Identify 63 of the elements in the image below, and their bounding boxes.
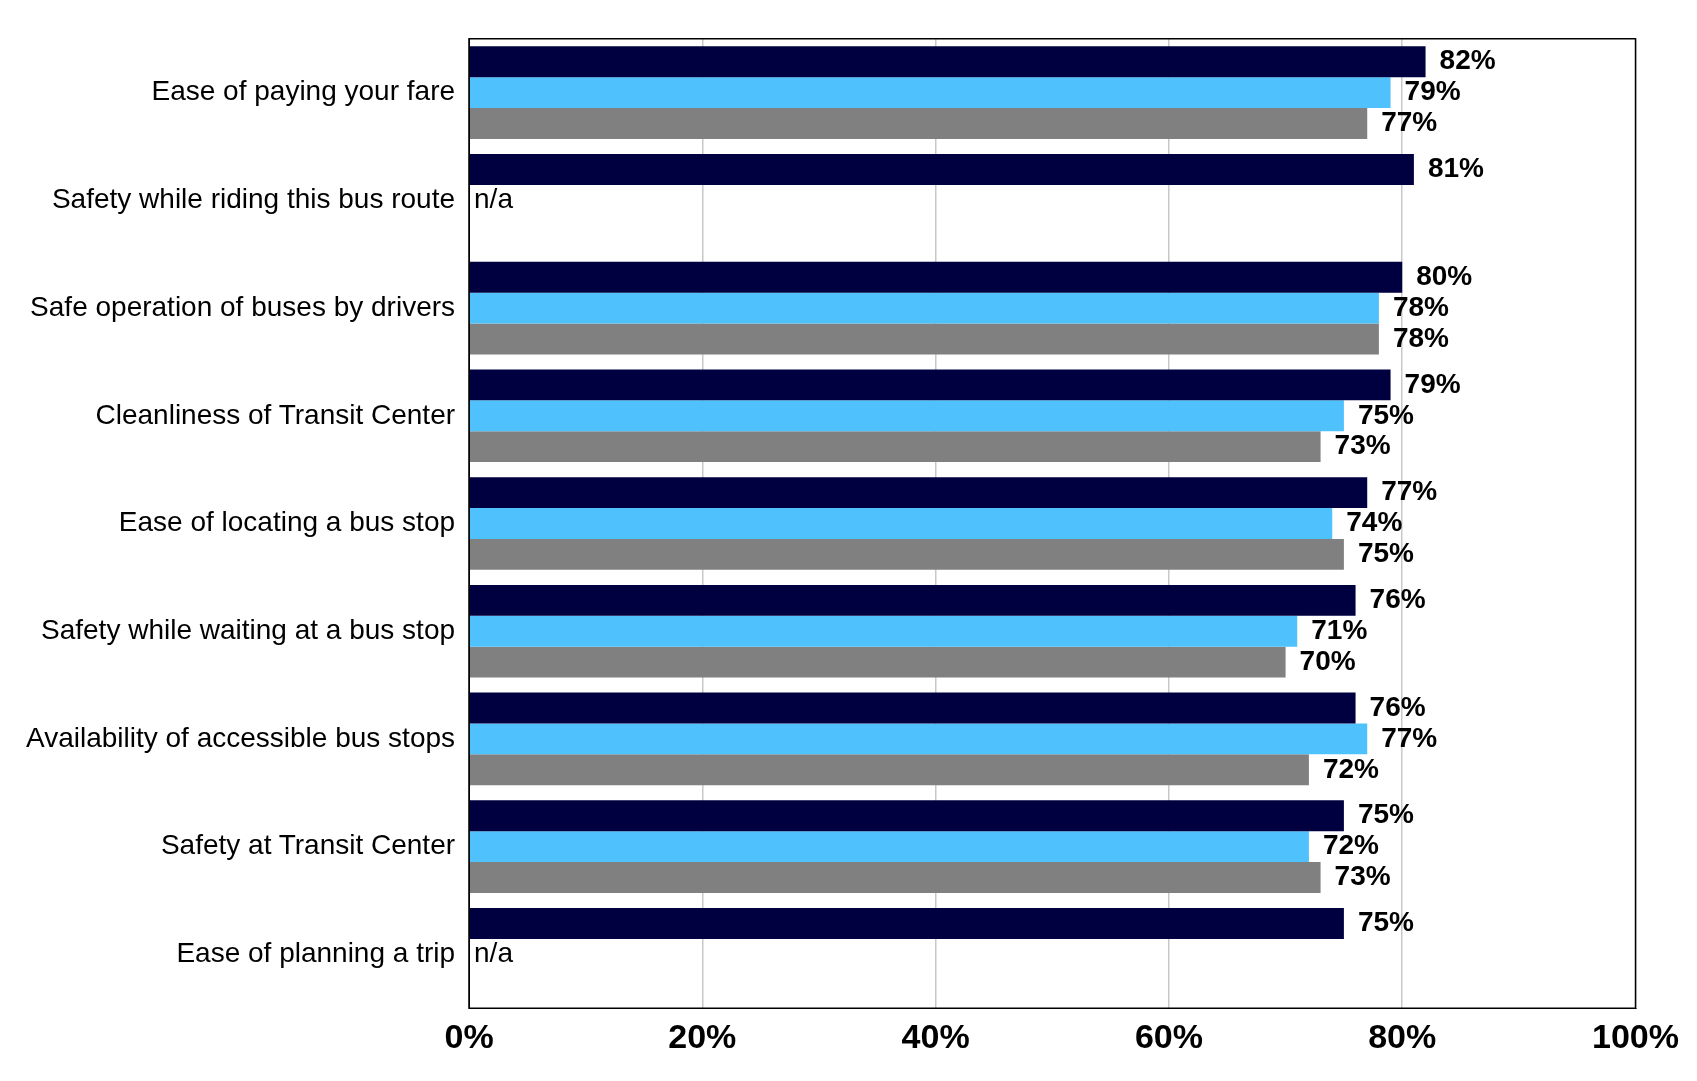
- bar: [469, 862, 1321, 893]
- y-tick-label: Safe operation of buses by drivers: [30, 290, 456, 322]
- bar: [469, 292, 1379, 324]
- data-label: 75%: [1357, 537, 1415, 569]
- bar: [469, 908, 1344, 939]
- y-tick-label: Ease of planning a trip: [176, 937, 456, 969]
- bar: [469, 538, 1344, 570]
- bar: [469, 800, 1344, 832]
- bar: [469, 108, 1368, 139]
- data-label: 79%: [1404, 75, 1461, 107]
- data-label: 73%: [1334, 429, 1391, 461]
- text: n/a: [474, 937, 513, 969]
- data-label: 81%: [1427, 152, 1485, 184]
- data-label: 72%: [1322, 752, 1380, 784]
- data-label: 76%: [1369, 690, 1426, 722]
- text: n/a: [474, 183, 513, 215]
- data-label: 74%: [1346, 506, 1403, 538]
- x-tick-label: 20%: [668, 1016, 737, 1055]
- data-label: 77%: [1381, 106, 1438, 138]
- bar: [469, 323, 1379, 355]
- x-tick-label: 0%: [444, 1016, 494, 1055]
- data-label: 77%: [1381, 475, 1438, 507]
- data-label: 80%: [1416, 259, 1473, 291]
- y-tick-label: Safety while riding this bus route: [51, 183, 456, 215]
- x-tick-label: 40%: [901, 1016, 970, 1055]
- y-tick-label: Cleanliness of Transit Center: [95, 398, 456, 430]
- x-tick-label: 80%: [1368, 1016, 1437, 1055]
- bar: [469, 77, 1391, 109]
- bar: [469, 261, 1403, 293]
- y-tick-label: Availability of accessible bus stops: [25, 721, 456, 753]
- data-label: 75%: [1357, 798, 1415, 830]
- bar: [469, 46, 1426, 78]
- data-label: 78%: [1392, 321, 1450, 353]
- y-tick-label: Ease of locating a bus stop: [118, 506, 456, 538]
- bar: [469, 723, 1368, 755]
- data-label: 73%: [1334, 860, 1391, 892]
- data-label: 75%: [1357, 398, 1415, 430]
- bar: [469, 831, 1309, 863]
- y-tick-label: Safety while waiting at a bus stop: [41, 613, 456, 645]
- data-label: 77%: [1381, 721, 1438, 753]
- data-label: 78%: [1392, 290, 1450, 322]
- data-label: 70%: [1299, 644, 1356, 676]
- bar: [469, 615, 1298, 647]
- bar: [469, 154, 1414, 185]
- data-label: 75%: [1357, 906, 1415, 938]
- bar: [469, 754, 1309, 786]
- bar: [469, 431, 1321, 463]
- bar: [469, 646, 1286, 678]
- bar: [469, 477, 1368, 509]
- bar: [469, 692, 1356, 724]
- x-tick-label: 100%: [1592, 1016, 1679, 1055]
- data-label: 79%: [1404, 367, 1461, 399]
- data-label: 72%: [1322, 829, 1380, 861]
- bar: [469, 584, 1356, 616]
- bar: [469, 508, 1333, 539]
- bar: [469, 400, 1344, 432]
- y-tick-label: Safety at Transit Center: [160, 829, 456, 861]
- y-tick-label: Ease of paying your fare: [151, 75, 456, 107]
- data-label: 71%: [1311, 613, 1368, 645]
- data-label: 82%: [1439, 44, 1496, 76]
- data-label: 76%: [1369, 583, 1426, 615]
- x-tick-label: 60%: [1134, 1016, 1203, 1055]
- bar: [469, 369, 1391, 401]
